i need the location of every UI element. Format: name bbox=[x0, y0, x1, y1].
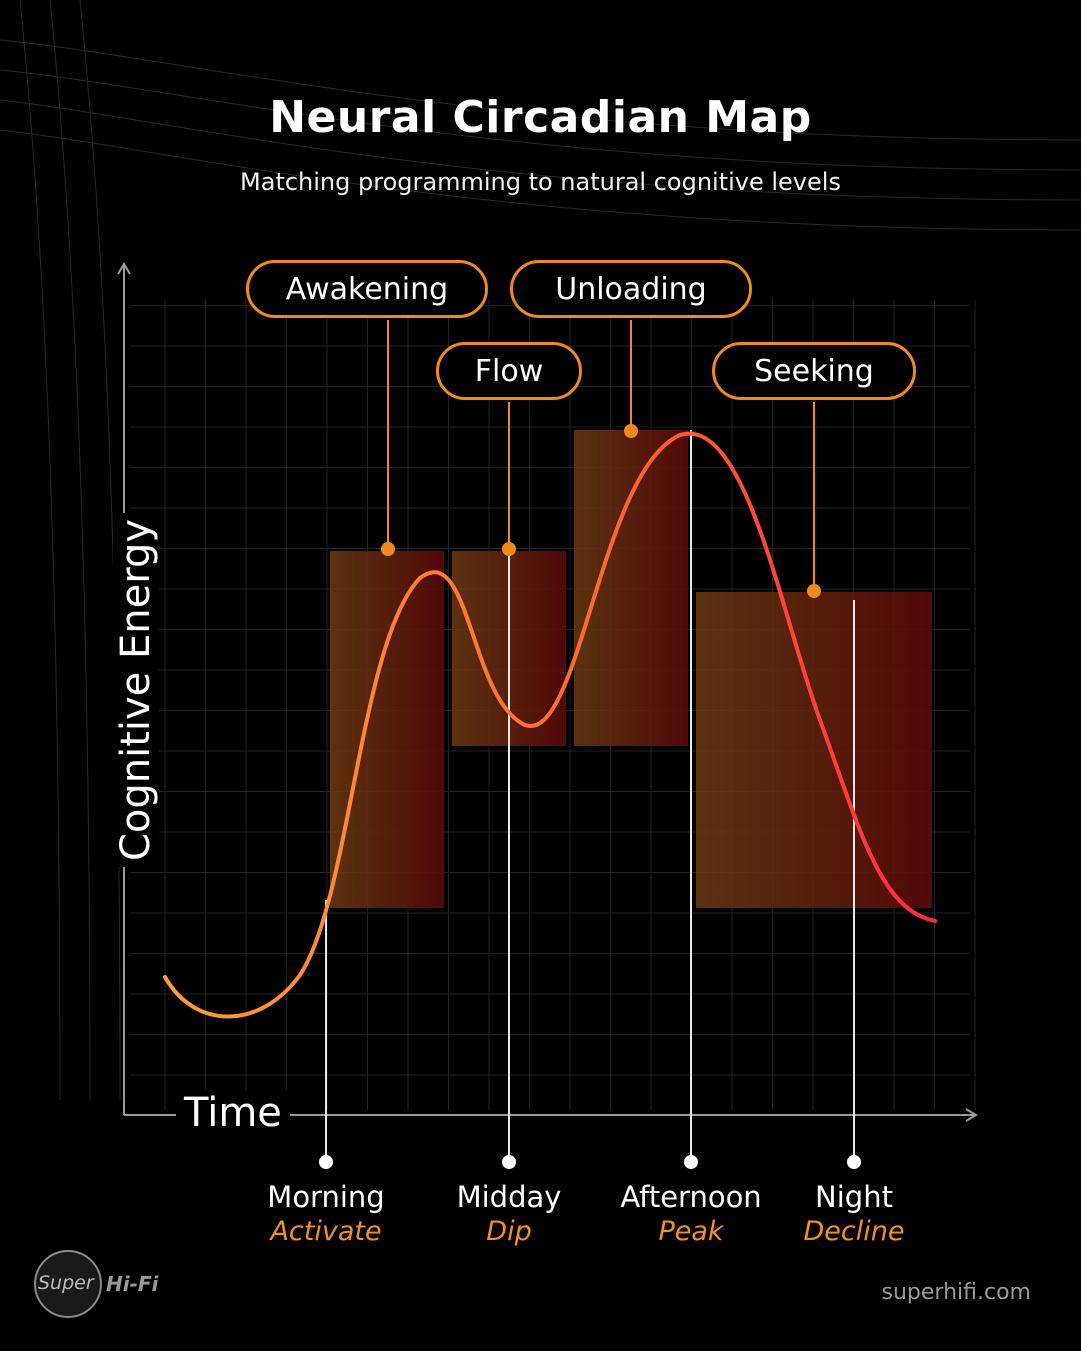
time-sub-midday: Dip bbox=[486, 1216, 532, 1247]
time-marker-dots bbox=[319, 1155, 861, 1169]
website-url: superhifi.com bbox=[881, 1280, 1031, 1305]
brand-logo-text: Super bbox=[38, 1272, 94, 1294]
time-label-morning: Morning bbox=[267, 1180, 385, 1214]
time-sub-afternoon: Peak bbox=[658, 1216, 724, 1247]
awakening-block bbox=[330, 551, 444, 908]
brand-name: Hi-Fi bbox=[106, 1272, 159, 1296]
callout-leaders bbox=[387, 320, 815, 591]
time-sub-night: Decline bbox=[803, 1216, 905, 1247]
seeking-block bbox=[696, 592, 932, 908]
brand-logo-icon bbox=[34, 1250, 102, 1318]
unloading-block bbox=[574, 430, 688, 746]
energy-curve bbox=[163, 431, 937, 1019]
callout-dots bbox=[381, 424, 821, 598]
callout-flow: Flow bbox=[436, 342, 582, 400]
time-label-afternoon: Afternoon bbox=[620, 1180, 762, 1214]
callout-unloading: Unloading bbox=[510, 260, 752, 318]
time-sub-morning: Activate bbox=[270, 1216, 382, 1247]
time-label-midday: Midday bbox=[456, 1180, 562, 1214]
time-marker-lines bbox=[325, 430, 855, 1162]
y-axis-label: Cognitive Energy bbox=[113, 512, 159, 868]
page-subtitle: Matching programming to natural cognitiv… bbox=[240, 168, 841, 196]
callout-seeking: Seeking bbox=[712, 342, 916, 400]
callout-awakening: Awakening bbox=[246, 260, 488, 318]
energy-blocks bbox=[330, 430, 932, 908]
page-title: Neural Circadian Map bbox=[269, 92, 812, 143]
background-waves bbox=[0, 0, 1081, 1101]
x-axis-label: Time bbox=[176, 1090, 290, 1136]
time-label-night: Night bbox=[815, 1180, 893, 1214]
